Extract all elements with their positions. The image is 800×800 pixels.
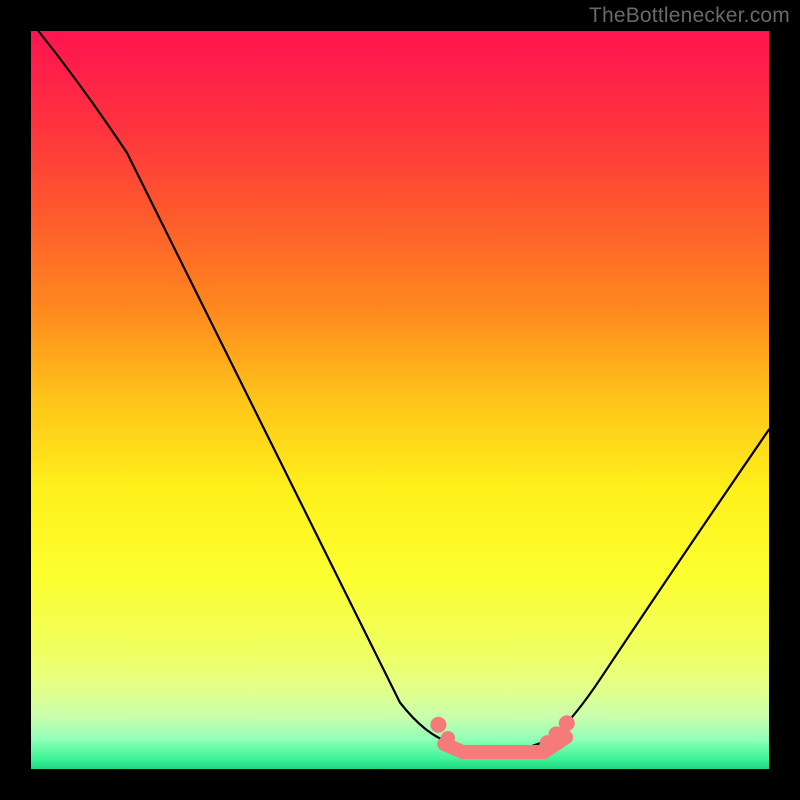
watermark-text: TheBottlenecker.com xyxy=(589,4,790,28)
chart-stage: TheBottlenecker.com xyxy=(0,0,800,800)
bottleneck-chart xyxy=(0,0,800,800)
gradient-background xyxy=(31,31,769,769)
